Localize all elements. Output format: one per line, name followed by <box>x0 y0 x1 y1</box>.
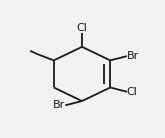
Text: Br: Br <box>127 51 139 61</box>
Text: Br: Br <box>53 100 65 110</box>
Text: Cl: Cl <box>127 87 138 97</box>
Text: Cl: Cl <box>77 23 87 33</box>
